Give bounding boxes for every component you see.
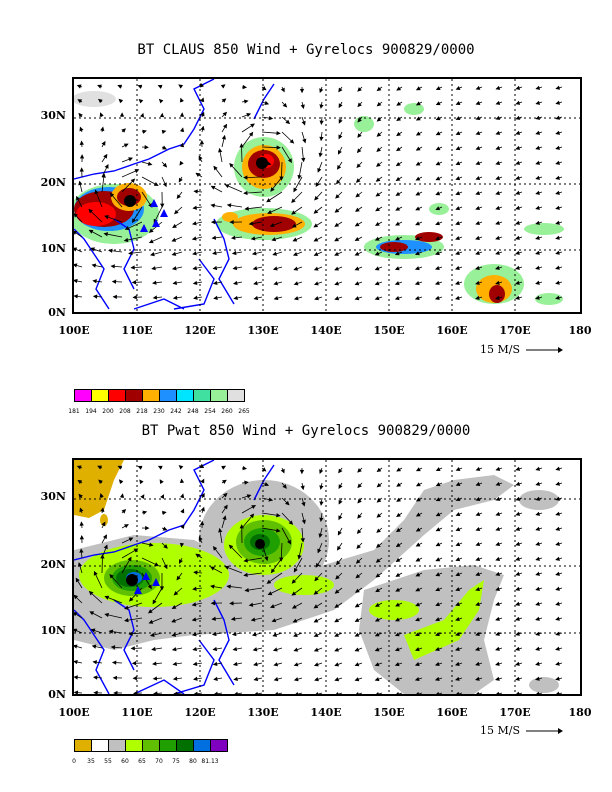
panel2-lat-label: 30N — [40, 490, 66, 503]
colorbar-tick-label: 55 — [104, 758, 112, 765]
panel1-wind-vectors — [74, 82, 563, 301]
panel2-gyre-markers — [126, 539, 265, 594]
colorbar-tick-label: 80 — [189, 758, 197, 765]
panel2-colorbar-labels: 0 35 55 60 65 70 75 80 81.13 — [72, 758, 274, 768]
panel2-map — [72, 458, 582, 696]
panel2-lon-label: 180 — [568, 706, 592, 719]
panel1-grid — [74, 79, 580, 312]
colorbar-swatch — [108, 389, 126, 402]
panel2-lon-label: 130E — [247, 706, 279, 719]
panel1-lon-label: 110E — [121, 324, 153, 337]
gyre-center-marker — [256, 157, 268, 169]
colorbar-tick-label: 265 — [238, 408, 250, 415]
colorbar-tick-label: 230 — [153, 408, 165, 415]
reference-arrow-icon — [525, 728, 563, 734]
panel2-lon-label: 120E — [184, 706, 216, 719]
colorbar-tick-label: 60 — [121, 758, 129, 765]
panel1-map — [72, 77, 582, 314]
colorbar-tick-label: 254 — [204, 408, 216, 415]
colorbar-tick-label: 208 — [119, 408, 131, 415]
colorbar-tick-label: 181 — [68, 408, 80, 415]
panel1-lon-label: 130E — [247, 324, 279, 337]
colorbar-tick-label: 75 — [172, 758, 180, 765]
panel1-map-canvas — [74, 79, 580, 312]
colorbar-tick-label: 0 — [72, 758, 76, 765]
colorbar-tick-label: 81.13 — [201, 758, 219, 765]
panel1-title: BT CLAUS 850 Wind + Gyrelocs 900829/0000 — [137, 42, 475, 58]
colorbar-swatch — [159, 389, 177, 402]
panel2-colorbar — [74, 739, 228, 752]
panel2-reference-vector: 15 M/S — [480, 724, 564, 737]
panel1-lat-label: 10N — [40, 242, 66, 255]
panel2-lat-label: 20N — [40, 558, 66, 571]
panel2-reference-vector-label: 15 M/S — [480, 724, 520, 737]
colorbar-swatch — [125, 389, 143, 402]
colorbar-tick-label: 218 — [136, 408, 148, 415]
panel2-lon-label: 170E — [499, 706, 531, 719]
panel1-reference-vector-label: 15 M/S — [480, 343, 520, 356]
colorbar-swatch — [159, 739, 177, 752]
colorbar-swatch — [210, 739, 228, 752]
colorbar-swatch — [108, 739, 126, 752]
colorbar-tick-label: 35 — [87, 758, 95, 765]
colorbar-swatch — [176, 739, 194, 752]
panel2-pwat-shading — [74, 460, 559, 694]
colorbar-swatch — [91, 739, 109, 752]
panel1-reference-vector: 15 M/S — [480, 343, 564, 356]
panel1-lon-label: 120E — [184, 324, 216, 337]
colorbar-swatch — [74, 739, 92, 752]
panel2-lon-label: 150E — [373, 706, 405, 719]
panel2-lon-label: 100E — [58, 706, 90, 719]
panel1-lon-label: 140E — [310, 324, 342, 337]
panel1-lat-label: 20N — [40, 176, 66, 189]
panel2-lon-label: 140E — [310, 706, 342, 719]
colorbar-tick-label: 65 — [138, 758, 146, 765]
panel1-lat-label: 30N — [40, 109, 66, 122]
panel2-lon-label: 110E — [121, 706, 153, 719]
panel1-lon-label: 160E — [436, 324, 468, 337]
panel1-cloud-shading — [74, 91, 564, 305]
reference-arrow-icon — [525, 347, 563, 353]
colorbar-tick-label: 260 — [221, 408, 233, 415]
panel1-lon-label: 170E — [499, 324, 531, 337]
gyre-center-marker — [124, 195, 136, 207]
panel1-lon-label: 100E — [58, 324, 90, 337]
gyre-center-marker — [255, 539, 265, 549]
panel1-lon-label: 180 — [568, 324, 592, 337]
gyre-center-marker — [126, 574, 138, 586]
colorbar-swatch — [193, 389, 211, 402]
colorbar-swatch — [227, 389, 245, 402]
colorbar-swatch — [142, 739, 160, 752]
colorbar-swatch — [193, 739, 211, 752]
colorbar-tick-label: 70 — [155, 758, 163, 765]
panel2-lat-label: 0N — [48, 688, 66, 701]
panel1-gyre-markers — [124, 157, 268, 232]
panel2-map-canvas — [74, 460, 580, 694]
colorbar-swatch — [142, 389, 160, 402]
panel2-lat-label: 10N — [40, 624, 66, 637]
colorbar-swatch — [91, 389, 109, 402]
colorbar-tick-label: 200 — [102, 408, 114, 415]
panel1-coastline — [74, 79, 275, 310]
colorbar-tick-label: 248 — [187, 408, 199, 415]
colorbar-swatch — [210, 389, 228, 402]
panel2-lon-label: 160E — [436, 706, 468, 719]
colorbar-tick-label: 242 — [170, 408, 182, 415]
colorbar-swatch — [74, 389, 92, 402]
panel2-coastline — [74, 460, 275, 694]
panel1-lat-label: 0N — [48, 306, 66, 319]
panel1-lon-label: 150E — [373, 324, 405, 337]
panel2-title: BT Pwat 850 Wind + Gyrelocs 900829/0000 — [141, 423, 471, 439]
panel2-wind-vectors — [74, 463, 563, 694]
panel1-colorbar-labels: 181 194 200 208 218 230 242 248 254 260 265 — [68, 408, 274, 418]
panel1-colorbar — [74, 389, 245, 402]
colorbar-swatch — [125, 739, 143, 752]
colorbar-swatch — [176, 389, 194, 402]
colorbar-tick-label: 194 — [85, 408, 97, 415]
